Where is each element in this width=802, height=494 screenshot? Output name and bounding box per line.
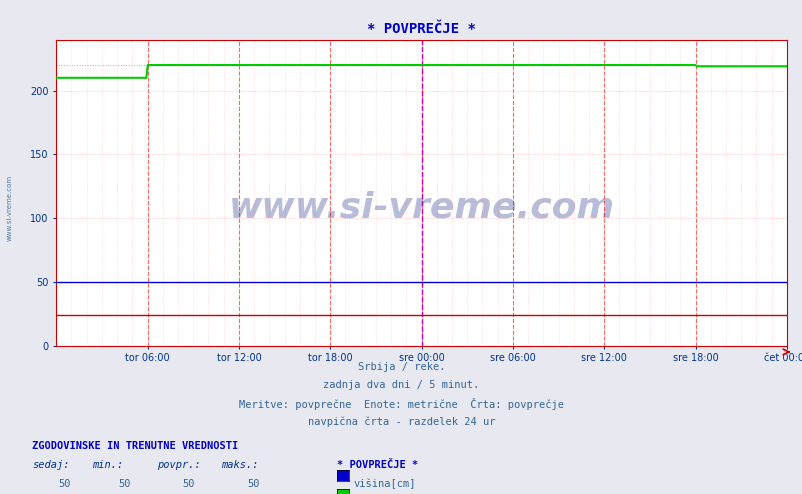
Text: ZGODOVINSKE IN TRENUTNE VREDNOSTI: ZGODOVINSKE IN TRENUTNE VREDNOSTI [32,441,238,451]
Text: povpr.:: povpr.: [156,460,200,470]
Text: * POVPREČJE *: * POVPREČJE * [337,460,418,470]
Text: 50: 50 [246,479,259,489]
Text: 50: 50 [182,479,195,489]
Text: min.:: min.: [92,460,124,470]
Text: sedaj:: sedaj: [32,460,70,470]
Title: * POVPREČJE *: * POVPREČJE * [367,22,476,36]
Text: navpična črta - razdelek 24 ur: navpična črta - razdelek 24 ur [307,416,495,427]
Text: zadnja dva dni / 5 minut.: zadnja dva dni / 5 minut. [323,380,479,390]
Text: www.si-vreme.com: www.si-vreme.com [229,191,614,225]
Text: 50: 50 [118,479,131,489]
Text: Srbija / reke.: Srbija / reke. [358,362,444,371]
Text: Meritve: povprečne  Enote: metrične  Črta: povprečje: Meritve: povprečne Enote: metrične Črta:… [239,398,563,410]
Text: www.si-vreme.com: www.si-vreme.com [6,174,13,241]
Text: maks.:: maks.: [221,460,258,470]
Text: 50: 50 [58,479,71,489]
Text: višina[cm]: višina[cm] [353,479,415,490]
